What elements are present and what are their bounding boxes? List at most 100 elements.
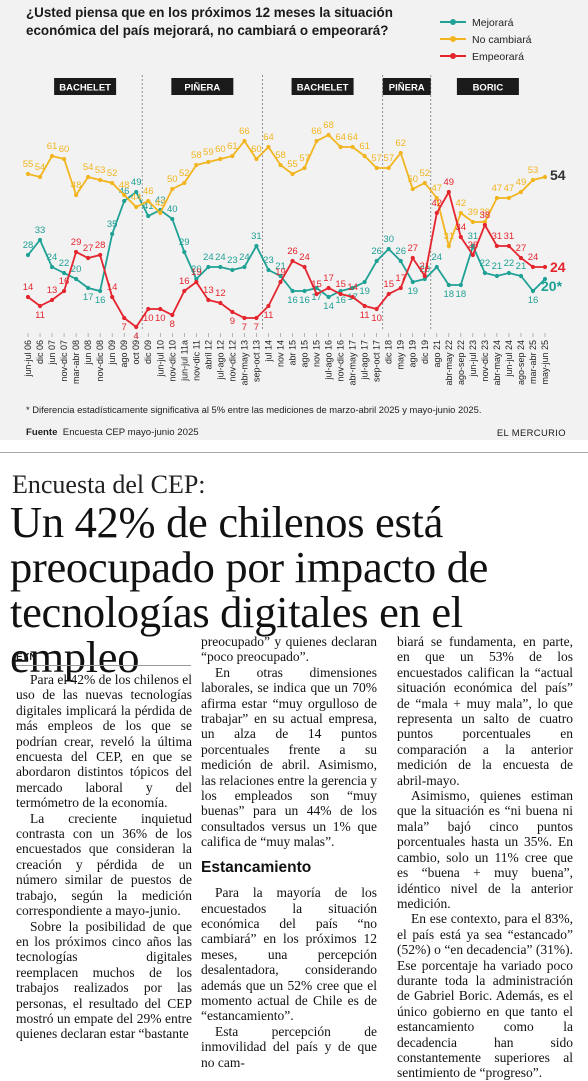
x-tick-label: may-jun 25: [540, 340, 550, 385]
data-point: [278, 279, 283, 285]
data-label: 55: [287, 159, 298, 170]
data-label: 19: [407, 286, 418, 297]
data-point: [326, 285, 331, 291]
data-label: 58: [275, 150, 286, 161]
data-point: [182, 288, 187, 294]
section-divider: [0, 452, 588, 453]
paragraph: La creciente inquietud contrasta con un …: [16, 810, 192, 919]
x-tick-label: abr-may 24: [492, 340, 502, 386]
data-label: 46: [143, 186, 154, 197]
x-tick-label: dic 06: [35, 340, 45, 364]
x-tick-label: abr 15: [288, 340, 298, 366]
data-point: [302, 264, 307, 270]
data-label: 21: [275, 261, 286, 272]
data-label: 49: [131, 177, 142, 188]
data-label: 42: [456, 198, 467, 209]
data-point: [458, 210, 463, 216]
article-headline: Un 42% de chilenos está preocupado por i…: [10, 497, 489, 682]
endpoint-label-mejorara: 20*: [541, 278, 563, 294]
data-label: 38: [480, 210, 491, 221]
data-label: 60: [251, 144, 262, 155]
x-tick-label: nov-dic 23: [480, 340, 490, 382]
data-point: [506, 270, 512, 276]
data-label: 18: [456, 289, 467, 300]
data-label: 53: [528, 165, 539, 176]
data-point: [194, 162, 199, 168]
data-label: 17: [83, 292, 94, 303]
data-point: [398, 150, 403, 156]
data-label: 14: [23, 282, 34, 293]
data-point: [134, 324, 139, 330]
paragraph: Asimismo, quienes estiman que la situaci…: [397, 788, 573, 911]
data-point: [386, 291, 391, 297]
data-label: 11: [264, 310, 274, 321]
data-label: 35: [107, 219, 118, 230]
x-tick-label: nov-dic 07: [59, 340, 69, 382]
data-label: 66: [311, 126, 322, 137]
data-point: [494, 273, 500, 279]
data-point: [482, 219, 487, 225]
data-label: 60: [59, 144, 70, 155]
data-label: 57: [299, 153, 310, 164]
x-tick-label: jul-ago 16: [324, 340, 334, 381]
data-point: [326, 294, 331, 300]
article-column-2: preocupado” y quienes declaran “poco pre…: [201, 634, 377, 1070]
data-point: [206, 264, 211, 270]
source-text: Encuesta CEP mayo-junio 2025: [62, 427, 199, 438]
x-tick-label: nov-dic 08: [95, 340, 105, 382]
data-point: [98, 252, 103, 258]
period-badge: [456, 78, 519, 95]
data-point: [182, 180, 187, 186]
data-point: [218, 156, 223, 162]
data-label: 64: [347, 132, 358, 143]
legend-label: No cambiará: [472, 34, 532, 46]
data-point: [302, 288, 307, 294]
data-label: 52: [179, 168, 190, 179]
x-tick-label: may 19: [396, 340, 406, 370]
data-point: [134, 204, 139, 210]
data-label: 50: [407, 174, 418, 185]
data-point: [398, 285, 403, 291]
data-point: [290, 171, 295, 177]
data-label: 55: [23, 159, 34, 170]
series-line-empeorará: [27, 189, 545, 329]
data-point: [37, 237, 43, 243]
data-point: [458, 234, 463, 240]
data-label: 27: [83, 243, 94, 254]
data-label: 53: [95, 165, 106, 176]
data-label: 7: [122, 322, 127, 333]
data-point: [314, 285, 319, 291]
data-point: [410, 186, 415, 192]
x-tick-label: nov-dic 16: [336, 340, 346, 382]
data-point: [182, 249, 187, 255]
data-label: 14: [347, 282, 358, 293]
data-label: 62: [395, 138, 406, 149]
data-point: [122, 315, 127, 321]
data-label: 54: [35, 162, 46, 173]
data-label: 12: [215, 288, 226, 299]
period-label: PIÑERA: [389, 83, 425, 94]
x-tick-label: nov-dic 10: [167, 340, 177, 382]
data-point: [338, 144, 343, 150]
data-label: 61: [227, 141, 238, 152]
data-point: [482, 270, 487, 276]
data-point: [542, 264, 548, 270]
data-label: 19: [359, 286, 370, 297]
data-label: 24: [215, 252, 226, 263]
data-label: 49: [444, 177, 455, 188]
data-point: [25, 252, 31, 258]
data-point: [86, 285, 91, 291]
data-point: [73, 249, 79, 255]
data-point: [314, 138, 319, 144]
data-label: 21: [492, 261, 503, 272]
endpoint-label-empeorara: 24: [550, 259, 566, 275]
legend-marker: [450, 36, 456, 42]
data-label: 20: [71, 264, 82, 275]
data-point: [434, 195, 439, 201]
paragraph: preocupado” y quienes declaran “poco pre…: [201, 634, 377, 665]
legend-marker: [450, 19, 456, 25]
data-label: 39: [468, 207, 479, 218]
data-label: 28: [95, 240, 106, 251]
x-tick-label: abril 12: [203, 340, 213, 370]
data-point: [542, 276, 548, 282]
